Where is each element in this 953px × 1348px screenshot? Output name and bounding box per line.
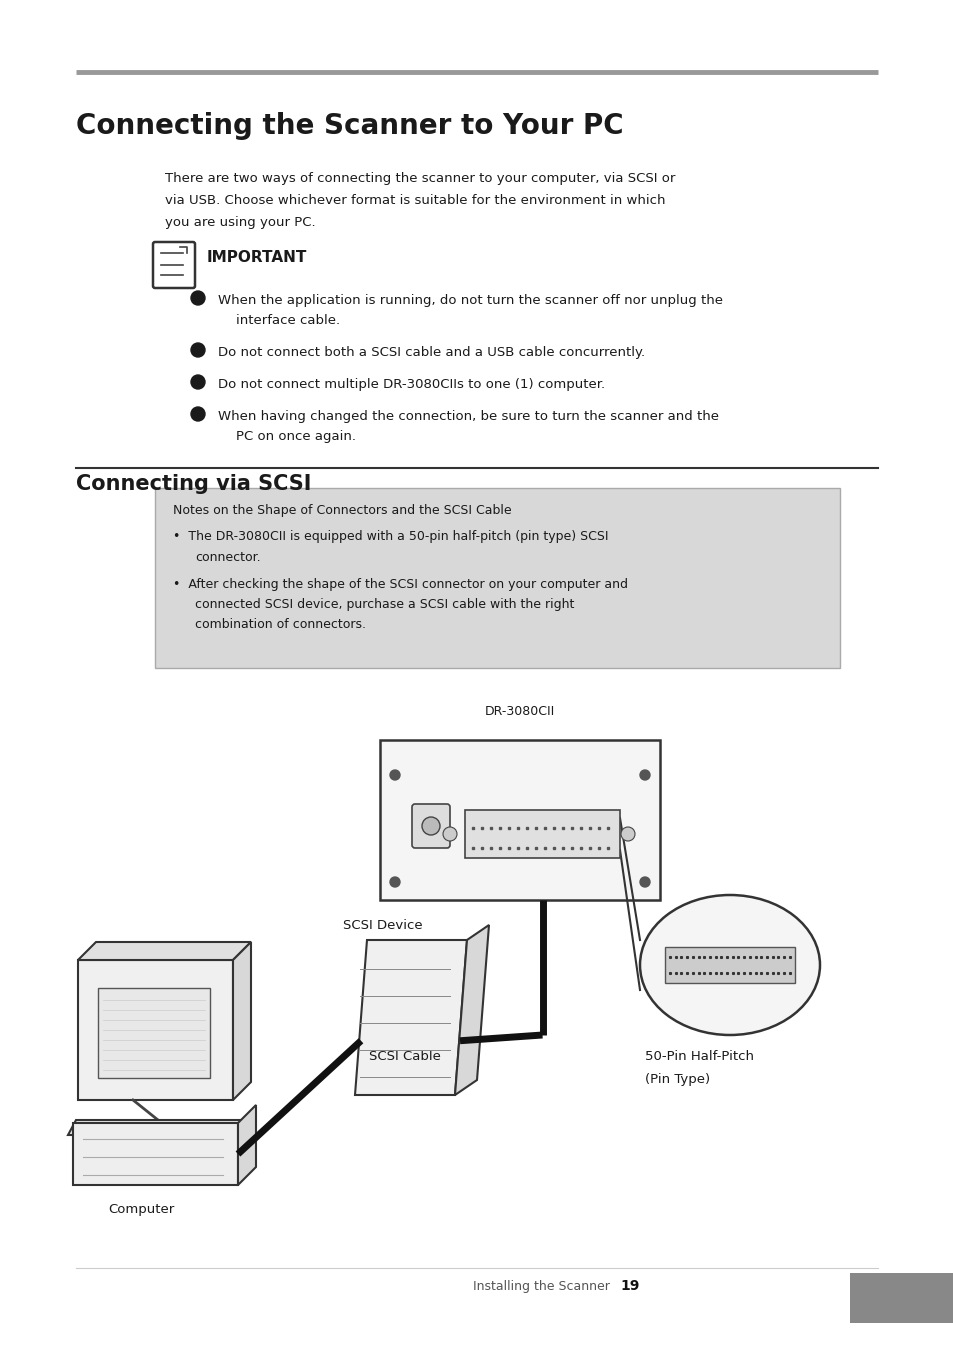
Text: connected SCSI device, purchase a SCSI cable with the right: connected SCSI device, purchase a SCSI c… [194,599,574,611]
Circle shape [191,375,205,390]
FancyBboxPatch shape [78,960,233,1100]
Text: PC on once again.: PC on once again. [235,430,355,443]
Circle shape [390,770,399,780]
Polygon shape [455,925,489,1095]
Text: SCSI Device: SCSI Device [343,919,422,931]
Text: connector.: connector. [194,551,260,563]
FancyBboxPatch shape [379,740,659,900]
Circle shape [639,878,649,887]
FancyBboxPatch shape [664,948,794,983]
Text: 50-Pin Half-Pitch: 50-Pin Half-Pitch [644,1050,753,1064]
Text: IMPORTANT: IMPORTANT [207,249,307,264]
Text: interface cable.: interface cable. [235,314,340,328]
Text: SCSI Cable: SCSI Cable [369,1050,440,1064]
Text: Computer: Computer [108,1202,174,1216]
Text: Connecting via SCSI: Connecting via SCSI [76,474,311,493]
Circle shape [639,770,649,780]
Circle shape [191,342,205,357]
Ellipse shape [639,895,820,1035]
Text: DR-3080CII: DR-3080CII [484,705,555,718]
Polygon shape [233,942,251,1100]
Circle shape [390,878,399,887]
Text: 19: 19 [619,1279,639,1293]
Circle shape [191,291,205,305]
Text: When having changed the connection, be sure to turn the scanner and the: When having changed the connection, be s… [218,410,719,423]
Circle shape [620,828,635,841]
Circle shape [191,407,205,421]
FancyBboxPatch shape [412,803,450,848]
Polygon shape [355,940,467,1095]
Polygon shape [237,1105,255,1185]
Circle shape [421,817,439,834]
Text: via USB. Choose whichever format is suitable for the environment in which: via USB. Choose whichever format is suit… [165,194,665,208]
Text: There are two ways of connecting the scanner to your computer, via SCSI or: There are two ways of connecting the sca… [165,173,675,185]
FancyBboxPatch shape [98,988,210,1078]
FancyBboxPatch shape [464,810,619,857]
FancyBboxPatch shape [73,1123,237,1185]
Text: (Pin Type): (Pin Type) [644,1073,709,1086]
Text: Connecting the Scanner to Your PC: Connecting the Scanner to Your PC [76,112,623,140]
Text: Notes on the Shape of Connectors and the SCSI Cable: Notes on the Shape of Connectors and the… [172,504,511,518]
Text: •  The DR-3080CII is equipped with a 50-pin half-pitch (pin type) SCSI: • The DR-3080CII is equipped with a 50-p… [172,530,608,543]
Text: you are using your PC.: you are using your PC. [165,216,315,229]
Text: Do not connect both a SCSI cable and a USB cable concurrently.: Do not connect both a SCSI cable and a U… [218,346,644,359]
Polygon shape [68,1120,254,1135]
Circle shape [442,828,456,841]
Text: •  After checking the shape of the SCSI connector on your computer and: • After checking the shape of the SCSI c… [172,578,627,590]
Polygon shape [78,942,251,960]
Text: Do not connect multiple DR-3080CIIs to one (1) computer.: Do not connect multiple DR-3080CIIs to o… [218,377,604,391]
Text: When the application is running, do not turn the scanner off nor unplug the: When the application is running, do not … [218,294,722,307]
FancyBboxPatch shape [152,243,194,288]
Text: combination of connectors.: combination of connectors. [194,617,366,631]
FancyBboxPatch shape [154,488,840,669]
Text: Installing the Scanner: Installing the Scanner [473,1281,609,1293]
FancyBboxPatch shape [849,1273,953,1322]
